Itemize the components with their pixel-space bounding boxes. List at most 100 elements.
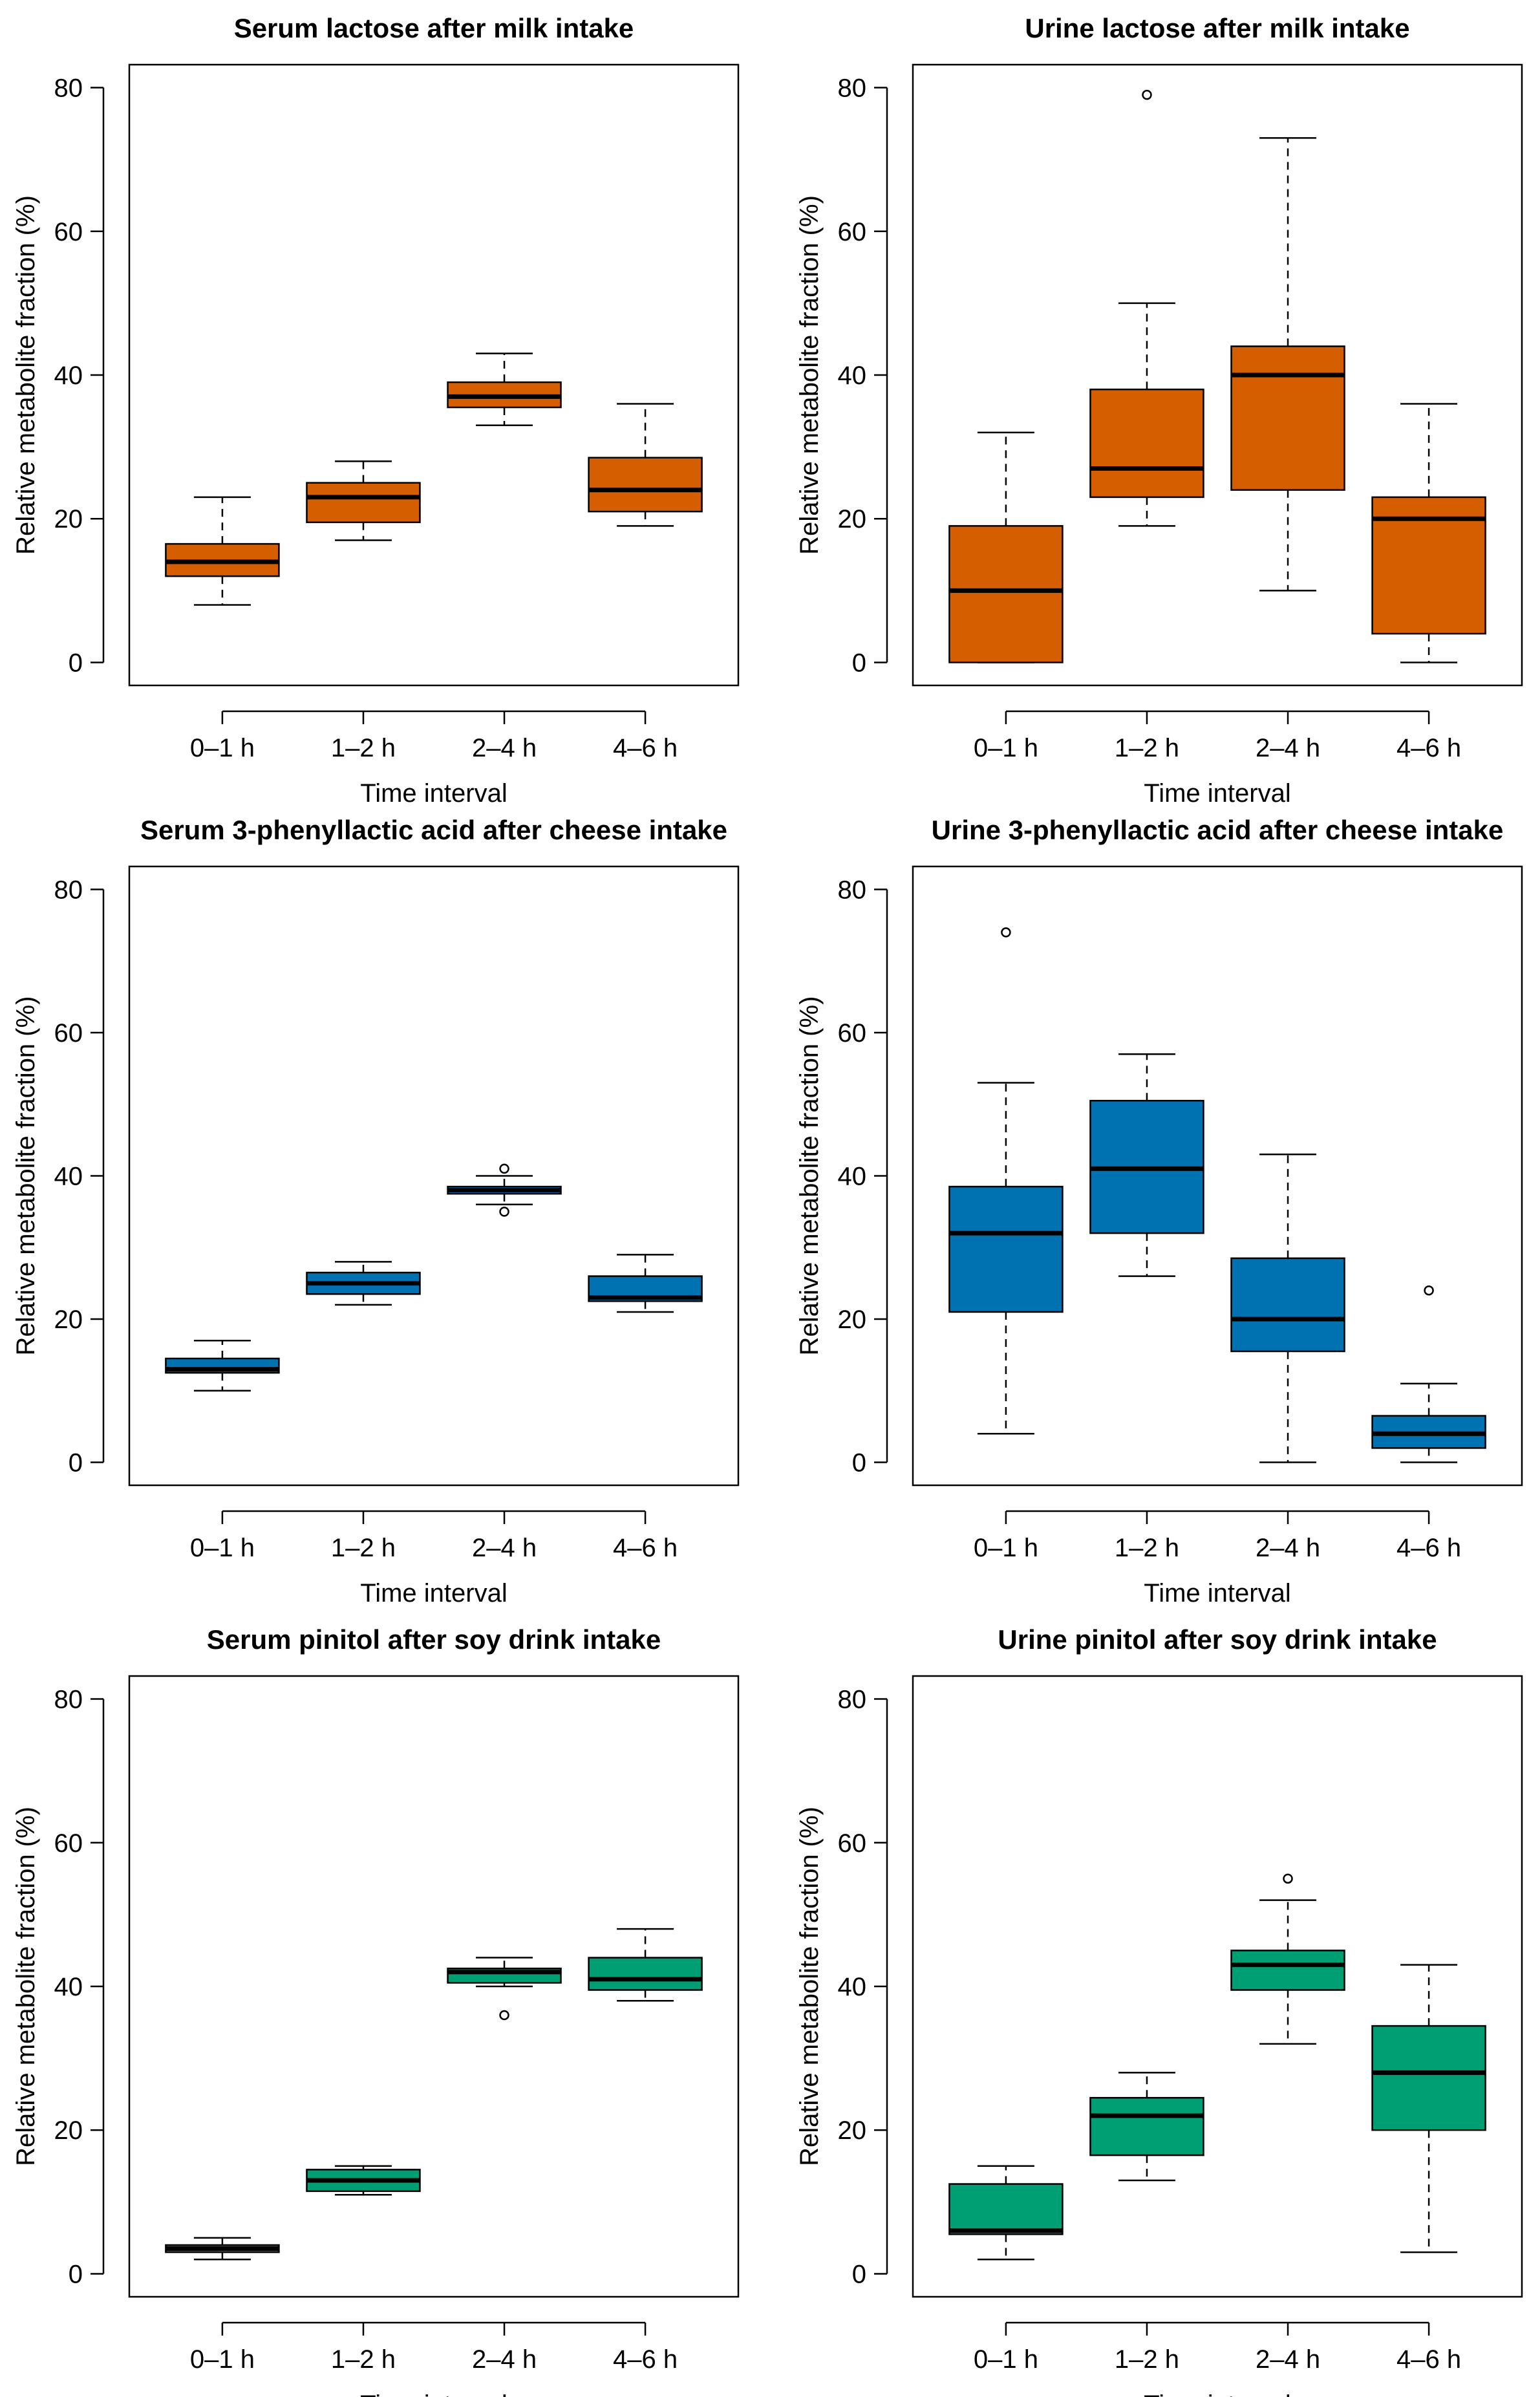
panel-2: Urine lactose after milk intake 0 20 40 60 80… bbox=[795, 13, 1523, 808]
y-tick-label: 60 bbox=[54, 1829, 83, 1858]
box-2 bbox=[1089, 2072, 1204, 2182]
box-1 bbox=[948, 2165, 1064, 2261]
x-tick-label: 1–2 h bbox=[331, 2345, 396, 2374]
box-4 bbox=[588, 1254, 703, 1313]
panel-title: Serum 3-phenyllactic acid after cheese i… bbox=[140, 815, 727, 845]
y-tick-label: 40 bbox=[838, 361, 867, 390]
outlier-point bbox=[499, 2010, 509, 2021]
x-tick-label: 2–4 h bbox=[1256, 734, 1320, 762]
box-body bbox=[948, 525, 1064, 663]
box-body bbox=[948, 2183, 1064, 2235]
box-4 bbox=[588, 1928, 703, 2002]
plot-frame bbox=[128, 63, 740, 687]
y-tick-label: 60 bbox=[838, 1829, 867, 1858]
panel-4: Urine 3-phenyllactic acid after cheese i… bbox=[795, 815, 1523, 1607]
box-1 bbox=[948, 927, 1064, 1435]
plot-frame bbox=[912, 865, 1523, 1487]
y-tick-label: 0 bbox=[852, 2260, 866, 2288]
plot-frame bbox=[128, 865, 740, 1487]
box-2 bbox=[306, 2165, 421, 2196]
x-tick-label: 4–6 h bbox=[1396, 2345, 1461, 2374]
y-tick-label: 40 bbox=[54, 361, 83, 390]
box-body bbox=[948, 1185, 1064, 1313]
x-tick-label: 1–2 h bbox=[1115, 2345, 1179, 2374]
outlier-point bbox=[1001, 927, 1011, 938]
y-tick-label: 0 bbox=[69, 649, 83, 677]
outlier-point bbox=[1142, 89, 1152, 100]
plot-frame bbox=[912, 63, 1523, 687]
y-tick-label: 0 bbox=[852, 649, 866, 677]
y-tick-label: 20 bbox=[54, 1306, 83, 1334]
box-body bbox=[588, 457, 703, 513]
x-tick-label: 4–6 h bbox=[613, 734, 678, 762]
panel-title: Urine lactose after milk intake bbox=[1025, 13, 1409, 43]
y-tick-label: 60 bbox=[838, 218, 867, 246]
x-axis-label: Time interval bbox=[360, 779, 507, 808]
y-tick-label: 0 bbox=[69, 2260, 83, 2288]
box-body bbox=[1230, 1257, 1345, 1353]
box-4 bbox=[1371, 1285, 1486, 1463]
panel-title: Serum pinitol after soy drink intake bbox=[207, 1624, 661, 1655]
y-tick-label: 80 bbox=[54, 74, 83, 103]
x-tick-label: 0–1 h bbox=[190, 1534, 255, 1562]
panel-6: Urine pinitol after soy drink intake 0 20 4… bbox=[795, 1624, 1523, 2397]
y-tick-label: 40 bbox=[838, 1973, 867, 2001]
y-tick-label: 20 bbox=[54, 505, 83, 533]
box-body bbox=[1230, 345, 1345, 491]
y-axis-label: Relative metabolite fraction (%) bbox=[12, 195, 40, 555]
x-axis-label: Time interval bbox=[360, 2391, 507, 2397]
box-body bbox=[1089, 388, 1204, 499]
box-4 bbox=[588, 403, 703, 527]
y-axis-label: Relative metabolite fraction (%) bbox=[795, 996, 824, 1356]
y-tick-label: 0 bbox=[69, 1449, 83, 1478]
y-tick-label: 40 bbox=[838, 1163, 867, 1191]
x-tick-label: 2–4 h bbox=[472, 2345, 537, 2374]
x-tick-label: 2–4 h bbox=[472, 1534, 537, 1562]
panel-title: Urine pinitol after soy drink intake bbox=[998, 1624, 1437, 1655]
plot-frame bbox=[912, 1675, 1523, 2298]
panel-1: Serum lactose after milk intake 0 20 40 60 80… bbox=[12, 13, 740, 808]
y-tick-label: 60 bbox=[54, 218, 83, 246]
outlier-point bbox=[499, 1163, 509, 1174]
x-tick-label: 4–6 h bbox=[1396, 734, 1461, 762]
y-tick-label: 40 bbox=[54, 1163, 83, 1191]
panel-3: Serum 3-phenyllactic acid after cheese i… bbox=[12, 815, 740, 1607]
x-tick-label: 1–2 h bbox=[1115, 1534, 1179, 1562]
y-tick-label: 0 bbox=[852, 1449, 866, 1478]
box-3 bbox=[1230, 137, 1345, 592]
x-tick-label: 0–1 h bbox=[974, 2345, 1038, 2374]
box-1 bbox=[165, 2237, 280, 2261]
box-3 bbox=[447, 1957, 562, 2021]
box-body bbox=[1230, 1950, 1345, 1991]
y-tick-label: 60 bbox=[54, 1019, 83, 1048]
panel-title: Serum lactose after milk intake bbox=[234, 13, 634, 43]
box-body bbox=[1089, 2096, 1204, 2156]
x-tick-label: 1–2 h bbox=[331, 1534, 396, 1562]
x-tick-label: 0–1 h bbox=[974, 734, 1038, 762]
x-tick-label: 4–6 h bbox=[1396, 1534, 1461, 1562]
y-tick-label: 80 bbox=[54, 876, 83, 904]
box-2 bbox=[1089, 1053, 1204, 1277]
box-1 bbox=[165, 1340, 280, 1392]
x-tick-label: 0–1 h bbox=[190, 2345, 255, 2374]
x-tick-label: 0–1 h bbox=[974, 1534, 1038, 1562]
x-tick-label: 0–1 h bbox=[190, 734, 255, 762]
y-tick-label: 80 bbox=[838, 1686, 867, 1714]
box-body bbox=[588, 1957, 703, 1991]
x-tick-label: 4–6 h bbox=[613, 1534, 678, 1562]
box-3 bbox=[447, 1163, 562, 1217]
y-tick-label: 20 bbox=[838, 1306, 867, 1334]
y-tick-label: 80 bbox=[838, 876, 867, 904]
box-body bbox=[306, 482, 421, 524]
x-tick-label: 1–2 h bbox=[1115, 734, 1179, 762]
y-tick-label: 60 bbox=[838, 1019, 867, 1048]
x-axis-label: Time interval bbox=[1144, 779, 1290, 808]
plot-frame bbox=[128, 1675, 740, 2298]
y-axis-label: Relative metabolite fraction (%) bbox=[12, 996, 40, 1356]
x-axis-label: Time interval bbox=[1144, 1579, 1290, 1607]
x-axis-label: Time interval bbox=[1144, 2391, 1290, 2397]
x-tick-label: 1–2 h bbox=[331, 734, 396, 762]
box-1 bbox=[948, 431, 1064, 663]
